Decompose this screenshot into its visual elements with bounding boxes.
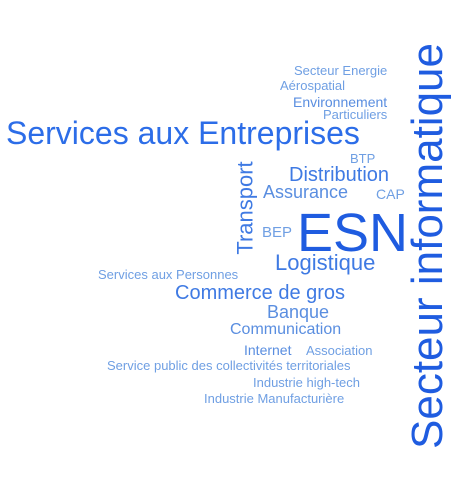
word-secteur-energie: Secteur Energie <box>294 63 388 78</box>
word-industrie-manufacturiere: Industrie Manufacturière <box>204 391 345 406</box>
word-environnement: Environnement <box>293 94 388 110</box>
word-secteur-informatique: Secteur informatique <box>403 43 452 449</box>
word-logistique: Logistique <box>275 250 376 275</box>
word-internet: Internet <box>244 342 292 358</box>
word-distribution: Distribution <box>289 164 390 186</box>
word-assurance: Assurance <box>263 182 349 202</box>
word-industrie-high-tech: Industrie high-tech <box>253 375 360 390</box>
word-association: Association <box>306 343 373 358</box>
word-commerce-de-gros: Commerce de gros <box>175 282 346 304</box>
word-aerospatial: Aérospatial <box>280 78 346 93</box>
word-services-aux-entreprises: Services aux Entreprises <box>6 115 360 151</box>
word-cap: CAP <box>376 186 405 202</box>
word-btp: BTP <box>350 151 376 166</box>
word-services-aux-personnes: Services aux Personnes <box>98 267 239 282</box>
word-banque: Banque <box>267 302 330 322</box>
word-bep: BEP <box>262 224 293 241</box>
word-particuliers: Particuliers <box>323 107 388 122</box>
word-transport: Transport <box>232 161 258 255</box>
word-esn: ESN <box>297 203 409 263</box>
word-service-public: Service public des collectivités territo… <box>107 358 351 373</box>
word-communication: Communication <box>230 321 342 338</box>
